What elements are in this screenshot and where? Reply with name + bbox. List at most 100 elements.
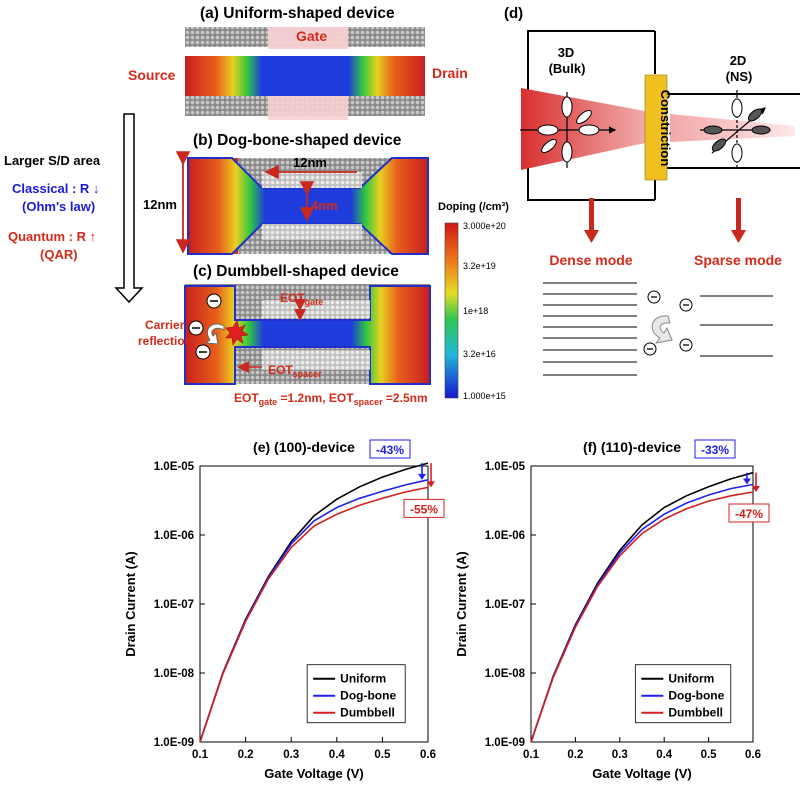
arrowhead-icon bbox=[427, 481, 435, 488]
electron-icon bbox=[643, 342, 657, 356]
y-tick-label: 1.0E-06 bbox=[154, 530, 194, 542]
colorbar-tick: 1e+18 bbox=[463, 306, 488, 316]
classical-label: Classical : R ↓ bbox=[12, 181, 99, 196]
constriction-box bbox=[644, 74, 668, 181]
quantum-label: Quantum : R ↑ bbox=[8, 229, 96, 244]
electron-icon bbox=[188, 320, 204, 336]
panel-b-title: (b) Dog-bone-shaped device bbox=[193, 132, 402, 149]
electron-icon bbox=[679, 298, 693, 312]
colorbar-tick: 1.000e+15 bbox=[463, 391, 506, 401]
electron-icon bbox=[647, 290, 661, 304]
x-tick-label: 0.2 bbox=[567, 749, 583, 761]
reflection-arrow-icon bbox=[204, 323, 225, 345]
constriction-label: Constriction bbox=[658, 90, 673, 167]
colorbar-title: Doping (/cm³) bbox=[438, 201, 509, 213]
annotation-dogbone: -33% bbox=[701, 443, 729, 457]
bulk-3d-label: 3D bbox=[558, 45, 575, 60]
chart-e: (e) (100)-device 1.0E-09 1.0E-08 1.0E-07 1.0… bbox=[123, 439, 445, 781]
annotation-dogbone: -43% bbox=[376, 443, 404, 457]
carrier-reflection-label-2: reflection bbox=[138, 334, 192, 348]
x-tick-label: 0.2 bbox=[238, 749, 254, 761]
electron-icon bbox=[679, 338, 693, 352]
y-tick-label: 1.0E-08 bbox=[154, 668, 195, 680]
ns-2d-label: 2D bbox=[730, 53, 747, 68]
legend-label: Uniform bbox=[668, 672, 714, 686]
x-tick-label: 0.6 bbox=[420, 749, 436, 761]
qar-label: (QAR) bbox=[40, 247, 78, 262]
dense-energy-levels bbox=[543, 282, 637, 376]
arrowhead-icon bbox=[418, 473, 426, 480]
doping-colorbar bbox=[444, 222, 459, 399]
annotation-dumbbell: -55% bbox=[410, 502, 438, 516]
y-tick-label: 1.0E-07 bbox=[154, 599, 194, 611]
series-line-dumbbell bbox=[530, 491, 754, 743]
source-label: Source bbox=[128, 67, 176, 83]
x-tick-label: 0.5 bbox=[701, 749, 718, 761]
sparse-energy-levels bbox=[700, 295, 773, 357]
x-axis-label: Gate Voltage (V) bbox=[592, 766, 691, 781]
y-tick-label: 1.0E-05 bbox=[154, 461, 195, 473]
ohms-law-label: (Ohm's law) bbox=[22, 199, 95, 214]
x-tick-label: 0.1 bbox=[523, 749, 540, 761]
x-tick-label: 0.3 bbox=[283, 749, 299, 761]
eot-spacer-label: EOTspacer bbox=[268, 363, 322, 379]
legend-label: Dog-bone bbox=[668, 689, 724, 703]
x-axis-label: Gate Voltage (V) bbox=[264, 766, 363, 781]
ns-label: (NS) bbox=[726, 69, 753, 84]
down-arrow-icon bbox=[731, 198, 746, 243]
down-arrow-icon bbox=[584, 198, 599, 243]
electron-icon bbox=[195, 344, 211, 360]
x-tick-label: 0.3 bbox=[612, 749, 628, 761]
y-tick-label: 1.0E-08 bbox=[485, 668, 526, 680]
uniform-device-render bbox=[185, 27, 425, 120]
dense-mode-label: Dense mode bbox=[549, 252, 632, 268]
legend-label: Dog-bone bbox=[340, 689, 396, 703]
height-label: 12nm bbox=[143, 197, 177, 212]
collision-burst-icon bbox=[225, 320, 249, 346]
chart-title: (e) (100)-device bbox=[253, 439, 355, 455]
y-axis-label: Drain Current (A) bbox=[454, 551, 469, 656]
annotation-box-dogbone bbox=[369, 439, 411, 459]
x-tick-label: 0.4 bbox=[329, 749, 346, 761]
gate-label: Gate bbox=[296, 28, 327, 44]
dumbbell-device-render bbox=[184, 284, 431, 385]
legend-label: Uniform bbox=[340, 672, 386, 686]
arrowhead-icon bbox=[752, 485, 760, 492]
x-tick-label: 0.5 bbox=[374, 749, 391, 761]
x-tick-label: 0.6 bbox=[745, 749, 761, 761]
sparse-mode-label: Sparse mode bbox=[694, 252, 782, 268]
y-tick-label: 1.0E-07 bbox=[485, 599, 525, 611]
eot-equation: EOTgate =1.2nm, EOTspacer =2.5nm bbox=[234, 391, 428, 407]
electron-icon bbox=[206, 293, 222, 309]
bulk-label: (Bulk) bbox=[549, 61, 586, 76]
down-arrow-icon bbox=[114, 113, 144, 304]
colorbar-tick: 3.2e+19 bbox=[463, 261, 496, 271]
confinement-schematic bbox=[520, 30, 800, 201]
panel-c-title: (c) Dumbbell-shaped device bbox=[193, 263, 399, 280]
drain-label: Drain bbox=[432, 65, 468, 81]
colorbar-tick: 3.2e+16 bbox=[463, 349, 496, 359]
series-line-dumbbell bbox=[199, 486, 429, 743]
y-axis-label: Drain Current (A) bbox=[123, 551, 138, 656]
reflection-arrow-icon bbox=[651, 315, 673, 344]
panel-a-title: (a) Uniform-shaped device bbox=[200, 5, 395, 22]
annotation-dumbbell: -47% bbox=[735, 507, 763, 521]
width-label: 12nm bbox=[293, 155, 327, 170]
x-tick-label: 0.4 bbox=[656, 749, 673, 761]
legend-label: Dumbbell bbox=[340, 706, 395, 720]
arrowhead-icon bbox=[743, 478, 751, 485]
y-tick-label: 1.0E-09 bbox=[154, 737, 194, 749]
annotation-box-dogbone bbox=[694, 439, 736, 459]
chart-title: (f) (110)-device bbox=[583, 439, 681, 455]
annotation-box-dumbbell bbox=[728, 503, 770, 523]
larger-sd-area-label: Larger S/D area bbox=[4, 153, 101, 168]
y-tick-label: 1.0E-09 bbox=[485, 737, 525, 749]
chart-f: (f) (110)-device 1.0E-09 1.0E-08 1.0E-07 1.0… bbox=[454, 439, 770, 781]
channel-label: 4nm bbox=[311, 198, 338, 213]
y-tick-label: 1.0E-05 bbox=[485, 461, 526, 473]
panel-d-title: (d) bbox=[504, 5, 523, 22]
colorbar-tick: 3.000e+20 bbox=[463, 221, 506, 231]
legend-label: Dumbbell bbox=[668, 706, 723, 720]
x-tick-label: 0.1 bbox=[192, 749, 209, 761]
